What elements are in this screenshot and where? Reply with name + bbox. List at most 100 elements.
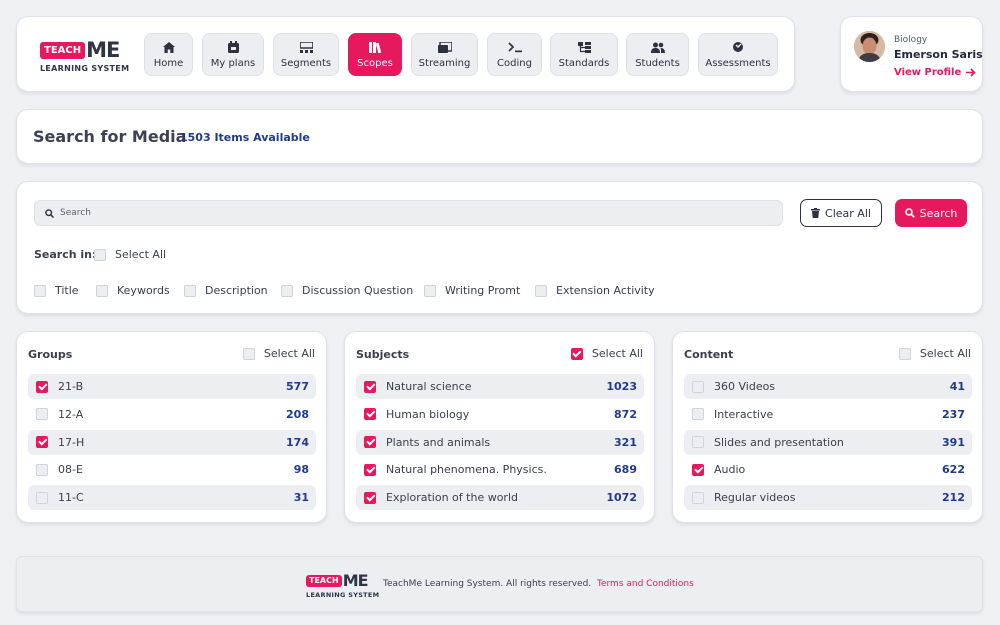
field-checkbox[interactable] [96, 284, 108, 297]
field-writing-prompt[interactable]: Writing Promt [424, 284, 520, 297]
item-label: Interactive [714, 407, 774, 421]
item-label: 11-C [58, 491, 84, 505]
nav-scopes[interactable]: Scopes [348, 33, 402, 76]
nav-students[interactable]: Students [626, 33, 689, 76]
list-item[interactable]: Regular videos 212 [684, 485, 972, 511]
field-checkbox[interactable] [281, 284, 293, 297]
terms-link[interactable]: Terms and Conditions [597, 579, 694, 589]
list-item[interactable]: Human biology 872 [356, 402, 644, 427]
subjects-select-all[interactable]: Select All [570, 347, 643, 360]
assessment-icon [731, 41, 745, 54]
item-checkbox[interactable] [36, 380, 48, 393]
item-count: 237 [942, 407, 965, 421]
copyright-text: TeachMe Learning System. All rights rese… [383, 579, 592, 589]
select-all-checkbox[interactable] [898, 347, 911, 360]
field-label: Description [205, 284, 268, 297]
subjects-filter: Subjects Select All Natural science 1023… [344, 331, 655, 523]
list-item[interactable]: 17-H 174 [28, 429, 316, 455]
nav-streaming[interactable]: Streaming [411, 33, 478, 76]
item-label: Natural science [386, 380, 472, 393]
list-item[interactable]: Exploration of the world 1072 [356, 485, 644, 511]
profile-name: Emerson Saris [894, 48, 983, 61]
item-checkbox[interactable] [364, 408, 376, 421]
field-checkbox[interactable] [34, 284, 46, 297]
subjects-list: Natural science 1023 Human biology 872 P… [356, 374, 644, 513]
search-panel: Clear All Search Search in: Select All T… [16, 181, 983, 314]
item-checkbox[interactable] [692, 380, 704, 393]
clear-all-button[interactable]: Clear All [800, 199, 882, 227]
field-discussion-question[interactable]: Discussion Question [281, 284, 413, 297]
field-extension-activity[interactable]: Extension Activity [535, 284, 655, 297]
item-checkbox[interactable] [692, 408, 704, 421]
page-title: Search for Media [33, 127, 187, 146]
field-title[interactable]: Title [34, 284, 79, 297]
item-checkbox[interactable] [364, 436, 376, 449]
select-all-checkbox[interactable] [94, 248, 106, 261]
terminal-icon [507, 41, 522, 54]
list-item[interactable]: 360 Videos 41 [684, 374, 972, 399]
avatar[interactable] [854, 31, 885, 62]
item-label: Plants and animals [386, 435, 491, 449]
list-item[interactable]: Natural science 1023 [356, 374, 644, 399]
search-button[interactable]: Search [895, 199, 967, 227]
streaming-icon [437, 41, 452, 54]
content-filter: Content Select All 360 Videos 41 Interac… [672, 331, 983, 523]
search-in-select-all[interactable]: Select All [94, 248, 166, 261]
item-label: Audio [714, 463, 746, 477]
list-item[interactable]: Interactive 237 [684, 402, 972, 427]
field-checkbox[interactable] [184, 284, 196, 297]
content-select-all[interactable]: Select All [898, 347, 971, 360]
item-checkbox[interactable] [692, 436, 704, 449]
select-all-checkbox[interactable] [570, 347, 583, 360]
field-label: Title [55, 284, 79, 297]
teachme-logo[interactable]: TEACH ME LEARNING SYSTEM [40, 39, 129, 73]
search-field[interactable] [34, 200, 783, 226]
nav-my-plans[interactable]: My plans [202, 33, 264, 76]
list-item[interactable]: 11-C 31 [28, 485, 316, 511]
item-count: 622 [942, 463, 965, 477]
search-input[interactable] [60, 208, 760, 218]
nav-segments[interactable]: Segments [273, 33, 339, 76]
list-item[interactable]: Audio 622 [684, 457, 972, 482]
nav-label: Home [153, 57, 184, 69]
groups-filter: Groups Select All 21-B 577 12-A 208 17-H… [16, 331, 327, 523]
list-item[interactable]: Plants and animals 321 [356, 429, 644, 455]
item-checkbox[interactable] [692, 463, 704, 476]
item-checkbox[interactable] [36, 491, 48, 504]
item-label: Human biology [386, 407, 470, 421]
field-checkbox[interactable] [424, 284, 436, 297]
segments-icon [299, 41, 313, 54]
clear-all-label: Clear All [825, 206, 871, 220]
view-profile-link[interactable]: View Profile [894, 67, 976, 78]
nav-assessments[interactable]: Assessments [698, 33, 778, 76]
nav-standards[interactable]: Standards [550, 33, 618, 76]
item-checkbox[interactable] [36, 463, 48, 476]
item-checkbox[interactable] [36, 436, 48, 449]
select-all-checkbox[interactable] [242, 347, 255, 360]
item-checkbox[interactable] [692, 491, 704, 504]
nav-coding[interactable]: Coding [487, 33, 542, 76]
item-checkbox[interactable] [36, 408, 48, 421]
field-description[interactable]: Description [184, 284, 268, 297]
item-label: Exploration of the world [386, 491, 518, 505]
list-item[interactable]: 12-A 208 [28, 402, 316, 427]
nav-home[interactable]: Home [144, 33, 193, 76]
list-item[interactable]: Slides and presentation 391 [684, 429, 972, 455]
field-checkbox[interactable] [535, 284, 547, 297]
search-button-label: Search [919, 206, 958, 220]
item-checkbox[interactable] [364, 463, 376, 476]
item-checkbox[interactable] [364, 380, 376, 393]
field-keywords[interactable]: Keywords [96, 284, 170, 297]
list-item[interactable]: 08-E 98 [28, 457, 316, 482]
list-item[interactable]: Natural phenomena. Physics. 689 [356, 457, 644, 482]
nav-label: Segments [280, 57, 332, 69]
item-checkbox[interactable] [364, 491, 376, 504]
main-navigation: TEACH ME LEARNING SYSTEM Home My plans S… [16, 16, 795, 92]
select-all-label: Select All [263, 347, 315, 360]
list-item[interactable]: 21-B 577 [28, 374, 316, 399]
groups-select-all[interactable]: Select All [242, 347, 315, 360]
footer: TEACH ME LEARNING SYSTEM TeachMe Learnin… [16, 556, 983, 612]
footer-logo: TEACH ME LEARNING SYSTEM [306, 572, 379, 599]
calendar-icon [226, 41, 240, 54]
search-icon [904, 208, 915, 218]
